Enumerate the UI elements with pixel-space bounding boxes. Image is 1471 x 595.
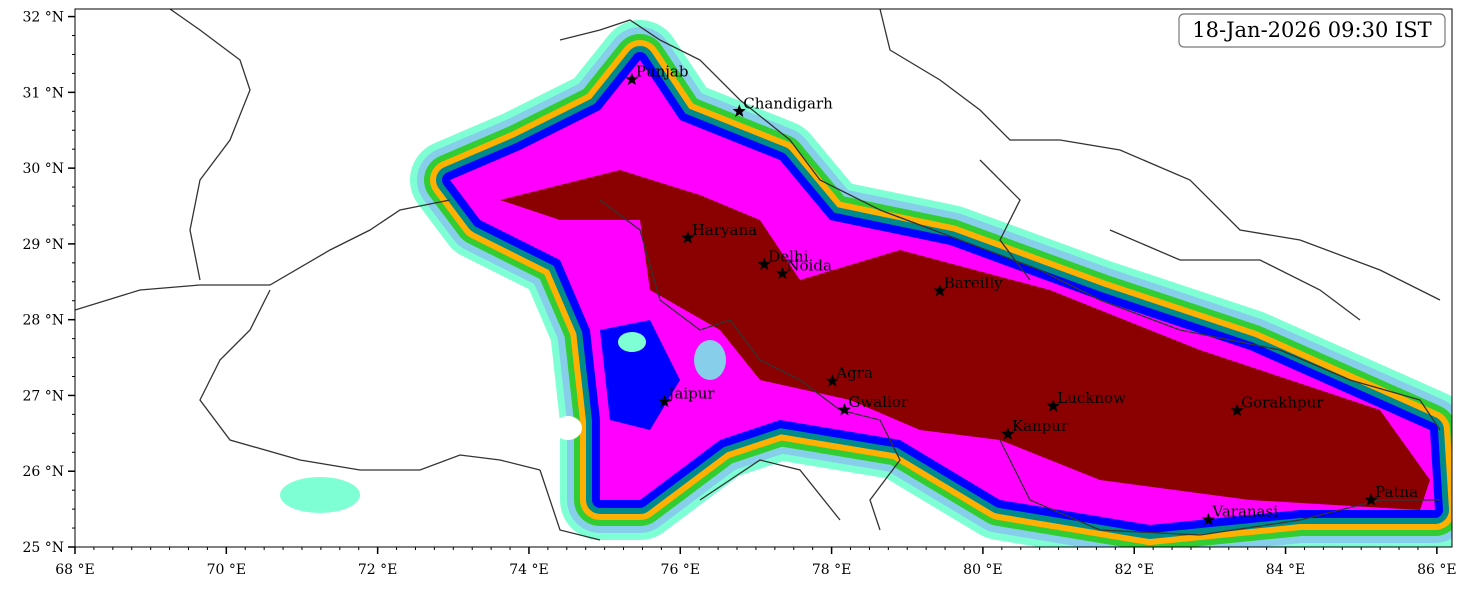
y-tick-label: 27 °N bbox=[22, 388, 64, 404]
city-label: Varanasi bbox=[1211, 503, 1278, 521]
city-label: Kanpur bbox=[1012, 417, 1069, 435]
x-tick-label: 74 °E bbox=[509, 562, 548, 578]
city-marker bbox=[625, 72, 639, 86]
city-label: Punjab bbox=[636, 62, 689, 80]
city-label: Haryana bbox=[692, 221, 757, 239]
city-label: Delhi bbox=[768, 247, 808, 265]
city-marker bbox=[825, 374, 839, 387]
x-tick-label: 72 °E bbox=[358, 562, 397, 578]
timestamp-box bbox=[1178, 13, 1446, 48]
city-label: Gwalior bbox=[848, 393, 908, 411]
axes: 68 °E 70 °E 72 °E 74 °E 76 °E 78 °E 80 °E 82 °E… bbox=[22, 10, 1456, 578]
city-label: Bareilly bbox=[944, 274, 1003, 292]
y-tick-label: 30 °N bbox=[22, 161, 64, 177]
x-tick-label: 82 °E bbox=[1114, 562, 1153, 578]
y-tick-label: 29 °N bbox=[22, 237, 64, 253]
x-tick-label: 86 °E bbox=[1417, 562, 1456, 578]
y-tick-label: 25 °N bbox=[22, 540, 64, 556]
city-marker bbox=[933, 283, 947, 297]
city-marker bbox=[757, 257, 771, 270]
city-marker bbox=[1230, 403, 1244, 417]
y-tick-label: 32 °N bbox=[22, 10, 64, 26]
city-marker bbox=[1001, 427, 1015, 440]
city-marker bbox=[681, 230, 695, 244]
city-label: Gorakhpur bbox=[1241, 394, 1324, 412]
city-label: Patna bbox=[1375, 483, 1418, 501]
precip-field bbox=[280, 60, 1435, 525]
city-marker bbox=[1364, 493, 1378, 506]
x-tick-label: 78 °E bbox=[812, 562, 851, 578]
plot-frame bbox=[74, 8, 1453, 548]
city-marker bbox=[837, 402, 852, 416]
x-tick-label: 76 °E bbox=[661, 562, 700, 578]
boundaries bbox=[75, 9, 1441, 541]
city-label: Chandigarh bbox=[743, 94, 833, 112]
y-tick-label: 31 °N bbox=[22, 85, 64, 101]
city-label: Jaipur bbox=[666, 385, 715, 403]
city-label: Lucknow bbox=[1057, 389, 1126, 407]
x-tick-label: 80 °E bbox=[963, 562, 1002, 578]
city-marker bbox=[1046, 399, 1060, 412]
x-tick-label: 70 °E bbox=[207, 562, 246, 578]
city-marker bbox=[732, 104, 746, 117]
city-marker bbox=[1201, 512, 1215, 526]
city-label: Agra bbox=[835, 364, 873, 382]
city-label: Noida bbox=[786, 256, 832, 274]
y-tick-label: 28 °N bbox=[22, 313, 64, 329]
city-marker bbox=[775, 266, 790, 280]
x-tick-label: 84 °E bbox=[1266, 562, 1305, 578]
x-tick-label: 68 °E bbox=[55, 562, 94, 578]
y-tick-label: 26 °N bbox=[22, 464, 64, 480]
city-marker bbox=[657, 394, 671, 408]
timestamp: 18-Jan-2026 09:30 IST bbox=[1192, 18, 1431, 42]
